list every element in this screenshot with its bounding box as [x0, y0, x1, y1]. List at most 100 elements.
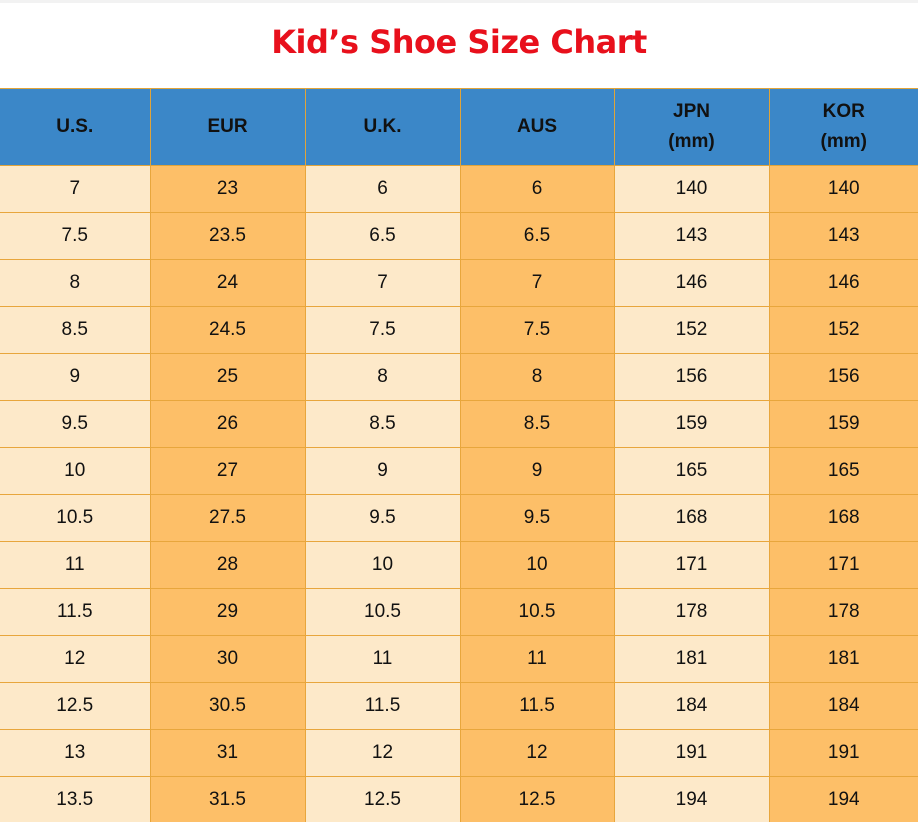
table-cell: 8.5 [459, 400, 615, 448]
table-cell: 8 [304, 353, 461, 401]
table-cell: 191 [768, 729, 918, 777]
table-row: 12 30 11 11 181 181 [0, 635, 918, 683]
table-cell: 23 [149, 165, 306, 213]
table-cell: 181 [613, 635, 770, 683]
table-cell: 7 [459, 259, 615, 307]
column-header-label: U.S. [56, 116, 94, 137]
table-cell: 178 [768, 588, 918, 636]
table-cell: 23.5 [149, 212, 306, 260]
column-header-label: JPN [673, 101, 710, 122]
column-header-label: EUR [207, 116, 248, 137]
table-cell: 184 [613, 682, 770, 730]
table-cell: 159 [768, 400, 918, 448]
table-cell: 9 [0, 353, 151, 401]
table-row: 9.5 26 8.5 8.5 159 159 [0, 400, 918, 448]
column-header-unit: (mm) [668, 131, 715, 152]
table-cell: 31.5 [149, 776, 306, 822]
table-cell: 6.5 [304, 212, 461, 260]
table-cell: 6 [304, 165, 461, 213]
table-cell: 171 [613, 541, 770, 589]
table-row: 7 23 6 6 140 140 [0, 165, 918, 213]
column-header-label: AUS [516, 116, 558, 137]
table-cell: 7 [0, 165, 151, 213]
table-cell: 10.5 [304, 588, 461, 636]
table-cell: 191 [613, 729, 770, 777]
table-cell: 13 [0, 729, 151, 777]
table-cell: 10.5 [459, 588, 615, 636]
table-cell: 171 [768, 541, 918, 589]
table-cell: 156 [613, 353, 770, 401]
table-cell: 13.5 [0, 776, 151, 822]
table-cell: 8 [0, 259, 151, 307]
column-header-unit: (mm) [820, 131, 867, 152]
table-body: 7 23 6 6 140 140 7.5 23.5 6.5 6.5 143 143 8 24 7 7 146 14… [0, 165, 918, 822]
column-header: U.S. [0, 88, 151, 166]
table-cell: 152 [613, 306, 770, 354]
table-cell: 10.5 [0, 494, 151, 542]
table-cell: 168 [613, 494, 770, 542]
table-cell: 7.5 [459, 306, 615, 354]
table-cell: 6 [459, 165, 615, 213]
table-cell: 11 [0, 541, 151, 589]
table-cell: 29 [149, 588, 306, 636]
column-header: JPN (mm) [613, 88, 770, 166]
table-cell: 165 [768, 447, 918, 495]
table-cell: 152 [768, 306, 918, 354]
table-cell: 7.5 [0, 212, 151, 260]
table-cell: 30.5 [149, 682, 306, 730]
table-row: 8 24 7 7 146 146 [0, 259, 918, 307]
table-cell: 8 [459, 353, 615, 401]
table-cell: 159 [613, 400, 770, 448]
size-chart-table: U.S. EUR U.K. AUS JPN (mm) KOR (mm) 7 23 6 6 140 140… [0, 88, 918, 822]
top-strip [0, 0, 918, 3]
table-cell: 140 [768, 165, 918, 213]
table-cell: 10 [459, 541, 615, 589]
table-cell: 9 [459, 447, 615, 495]
table-cell: 8.5 [304, 400, 461, 448]
table-cell: 11 [304, 635, 461, 683]
column-header: AUS [459, 88, 615, 166]
table-cell: 9.5 [0, 400, 151, 448]
table-row: 8.5 24.5 7.5 7.5 152 152 [0, 306, 918, 354]
table-cell: 10 [0, 447, 151, 495]
table-cell: 146 [768, 259, 918, 307]
table-cell: 194 [768, 776, 918, 822]
table-cell: 10 [304, 541, 461, 589]
table-cell: 9.5 [459, 494, 615, 542]
table-row: 10 27 9 9 165 165 [0, 447, 918, 495]
table-cell: 184 [768, 682, 918, 730]
table-cell: 12.5 [0, 682, 151, 730]
table-cell: 25 [149, 353, 306, 401]
table-cell: 24 [149, 259, 306, 307]
column-header: EUR [149, 88, 306, 166]
table-cell: 11 [459, 635, 615, 683]
table-cell: 8.5 [0, 306, 151, 354]
table-cell: 12.5 [459, 776, 615, 822]
table-row: 11 28 10 10 171 171 [0, 541, 918, 589]
table-cell: 27 [149, 447, 306, 495]
table-row: 12.5 30.5 11.5 11.5 184 184 [0, 682, 918, 730]
column-header-label: U.K. [363, 116, 402, 137]
table-cell: 143 [613, 212, 770, 260]
table-cell: 156 [768, 353, 918, 401]
table-cell: 140 [613, 165, 770, 213]
table-cell: 12 [304, 729, 461, 777]
table-cell: 165 [613, 447, 770, 495]
table-cell: 11.5 [304, 682, 461, 730]
table-cell: 24.5 [149, 306, 306, 354]
table-row: 13.5 31.5 12.5 12.5 194 194 [0, 776, 918, 822]
table-row: 7.5 23.5 6.5 6.5 143 143 [0, 212, 918, 260]
table-cell: 11.5 [0, 588, 151, 636]
table-cell: 143 [768, 212, 918, 260]
table-header: U.S. EUR U.K. AUS JPN (mm) KOR (mm) [0, 88, 918, 166]
column-header-label: KOR [822, 101, 865, 122]
column-header: U.K. [304, 88, 461, 166]
page-title: Kid’s Shoe Size Chart [271, 23, 647, 61]
table-cell: 30 [149, 635, 306, 683]
table-cell: 194 [613, 776, 770, 822]
table-cell: 28 [149, 541, 306, 589]
table-cell: 11.5 [459, 682, 615, 730]
table-cell: 9 [304, 447, 461, 495]
table-cell: 31 [149, 729, 306, 777]
